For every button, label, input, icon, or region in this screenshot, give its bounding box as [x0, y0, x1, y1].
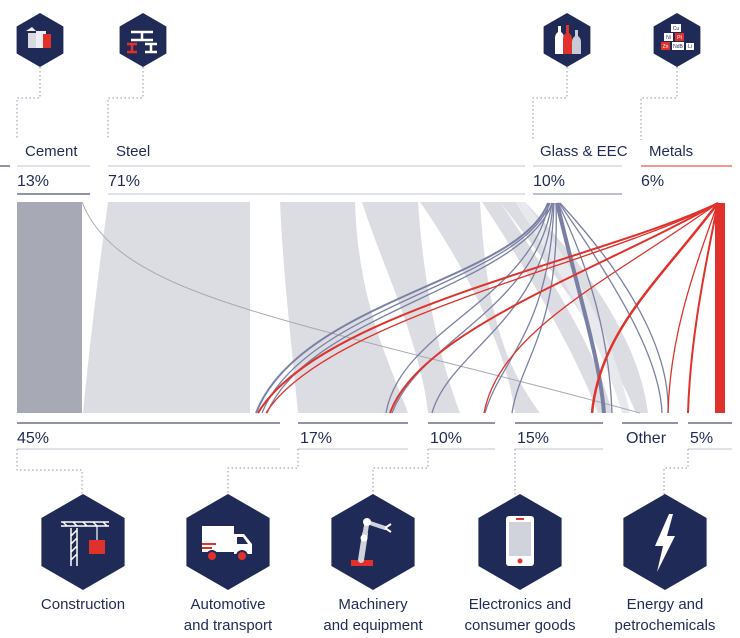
dest-label-other: Other	[626, 430, 667, 447]
connector-automotive	[227, 449, 299, 496]
dest-share-electronics: 15%	[517, 430, 550, 447]
caption-machinery-line2: and equipment	[323, 617, 423, 634]
cement-flow	[17, 202, 82, 413]
source-share-steel: 71%	[108, 173, 141, 190]
metals-flows	[257, 202, 725, 414]
caption-electronics: Electronics and consumer goods	[450, 594, 590, 636]
source-label-steel: Steel	[116, 143, 151, 160]
connector-cement	[16, 67, 41, 140]
connector-steel	[107, 67, 144, 140]
steel-beams-icon	[119, 13, 167, 67]
caption-automotive-line1: Automotive	[190, 596, 266, 613]
caption-energy: Energy and petrochemicals	[595, 594, 735, 636]
source-label-metals: Metals	[649, 143, 694, 160]
metal-label-li: Li	[688, 44, 692, 50]
cement-bags-icon	[16, 13, 64, 67]
connector-metals	[640, 67, 678, 140]
source-label-glass: Glass & EEC	[540, 143, 628, 160]
metal-label-cu: Cu	[673, 26, 680, 32]
glass-flows	[255, 202, 669, 414]
caption-machinery: Machinery and equipment	[303, 594, 443, 636]
dest-share-construction: 45%	[17, 430, 50, 447]
caption-machinery-line1: Machinery	[338, 596, 408, 613]
caption-electronics-line1: Electronics and	[468, 596, 572, 613]
crane-icon	[41, 494, 125, 590]
caption-electronics-line2: consumer goods	[464, 617, 576, 634]
metal-label-pt: Pt	[677, 35, 682, 41]
connector-glass	[532, 67, 568, 140]
cement-other-flow	[81, 201, 641, 414]
caption-construction-line1: Construction	[40, 596, 126, 613]
caption-automotive-line2: and transport	[183, 617, 273, 634]
smartphone-icon	[478, 494, 562, 590]
caption-construction: Construction	[13, 594, 153, 615]
source-label-cement: Cement	[25, 143, 78, 160]
caption-energy-line2: petrochemicals	[614, 617, 716, 634]
metal-elements-icon: Cu Ni Pt Zn NdB Li	[653, 13, 701, 67]
metal-label-ni: Ni	[666, 35, 671, 41]
metal-label-zn: Zn	[663, 44, 669, 50]
source-share-metals: 6%	[641, 173, 665, 190]
connector-energy	[663, 449, 689, 496]
caption-energy-line1: Energy and	[626, 596, 704, 613]
connector-construction	[16, 449, 83, 496]
metal-label-ndb: NdB	[673, 44, 683, 50]
connector-machinery	[372, 449, 429, 496]
dest-share-energy: 5%	[690, 430, 714, 447]
robot-arm-icon	[331, 494, 415, 590]
dest-share-automotive: 17%	[300, 430, 333, 447]
dest-share-machinery: 10%	[430, 430, 463, 447]
glass-bottles-icon	[543, 13, 591, 67]
caption-automotive: Automotive and transport	[158, 594, 298, 636]
source-share-cement: 13%	[17, 173, 50, 190]
source-share-glass: 10%	[533, 173, 566, 190]
lightning-bolt-icon	[623, 494, 707, 590]
truck-icon	[186, 494, 270, 590]
